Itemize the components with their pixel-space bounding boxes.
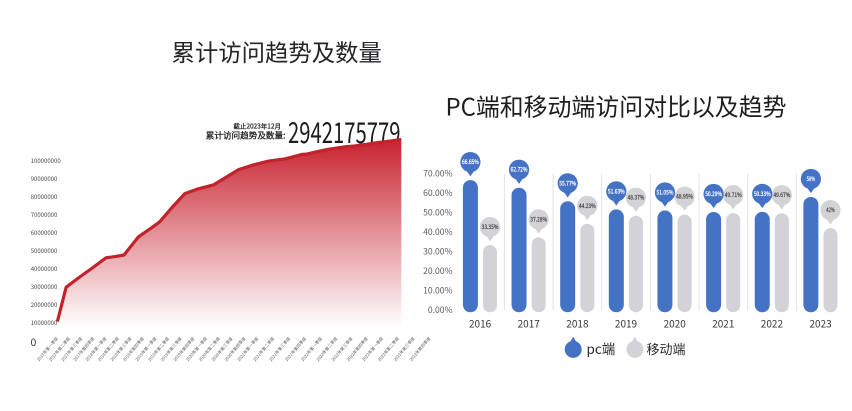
- svg-text:截止2023年12月: 截止2023年12月: [233, 121, 281, 131]
- svg-text:55.77%: 55.77%: [558, 178, 576, 187]
- svg-text:2019: 2019: [615, 316, 637, 331]
- svg-text:49.67%: 49.67%: [773, 190, 791, 199]
- svg-text:50.29%: 50.29%: [704, 189, 722, 198]
- svg-text:20000000: 20000000: [31, 300, 58, 309]
- svg-text:60000000: 60000000: [31, 228, 58, 237]
- svg-text:20.00%: 20.00%: [423, 265, 452, 277]
- svg-text:30000000: 30000000: [31, 282, 58, 291]
- svg-text:50.33%: 50.33%: [753, 189, 771, 198]
- svg-text:60.00%: 60.00%: [423, 187, 452, 199]
- svg-text:2016: 2016: [469, 316, 492, 331]
- svg-text:PC端和移动端访问对比以及趋势: PC端和移动端访问对比以及趋势: [446, 87, 787, 122]
- svg-text:移动端: 移动端: [647, 339, 686, 358]
- svg-text:42%: 42%: [826, 205, 835, 214]
- svg-text:2020: 2020: [664, 316, 687, 331]
- svg-text:100000000: 100000000: [31, 156, 62, 165]
- svg-text:70.00%: 70.00%: [423, 168, 452, 180]
- svg-text:48.37%: 48.37%: [627, 193, 645, 202]
- svg-text:49.71%: 49.71%: [724, 190, 742, 199]
- svg-text:66.65%: 66.65%: [462, 157, 479, 166]
- svg-text:37.28%: 37.28%: [530, 214, 547, 223]
- svg-text:10.00%: 10.00%: [423, 285, 452, 297]
- svg-text:80000000: 80000000: [31, 192, 58, 201]
- svg-text:2021: 2021: [712, 316, 734, 331]
- svg-text:2022: 2022: [761, 316, 784, 331]
- svg-text:0: 0: [31, 335, 37, 350]
- svg-text:0.00%: 0.00%: [428, 304, 453, 316]
- svg-text:pc端: pc端: [587, 338, 616, 358]
- svg-text:50000000: 50000000: [31, 246, 58, 255]
- svg-text:51.05%: 51.05%: [656, 188, 674, 197]
- svg-text:40000000: 40000000: [31, 264, 58, 273]
- svg-text:30.00%: 30.00%: [423, 246, 452, 258]
- svg-text:累计访问趋势及数量:: 累计访问趋势及数量:: [206, 130, 286, 142]
- svg-text:90000000: 90000000: [31, 174, 58, 183]
- svg-text:51.63%: 51.63%: [607, 186, 625, 195]
- svg-text:40.00%: 40.00%: [423, 226, 452, 238]
- svg-text:2017: 2017: [518, 316, 541, 331]
- svg-text:2018: 2018: [566, 316, 589, 331]
- svg-text:58%: 58%: [806, 174, 815, 183]
- svg-text:50.00%: 50.00%: [423, 207, 452, 219]
- svg-text:44.23%: 44.23%: [578, 201, 596, 210]
- svg-text:2023: 2023: [809, 316, 831, 331]
- svg-text:10000000: 10000000: [31, 318, 58, 327]
- svg-text:48.95%: 48.95%: [675, 192, 693, 201]
- svg-text:70000000: 70000000: [31, 210, 58, 219]
- svg-text:33.35%: 33.35%: [482, 222, 499, 231]
- svg-text:累计访问趋势及数量: 累计访问趋势及数量: [171, 34, 382, 68]
- svg-text:62.72%: 62.72%: [511, 165, 528, 174]
